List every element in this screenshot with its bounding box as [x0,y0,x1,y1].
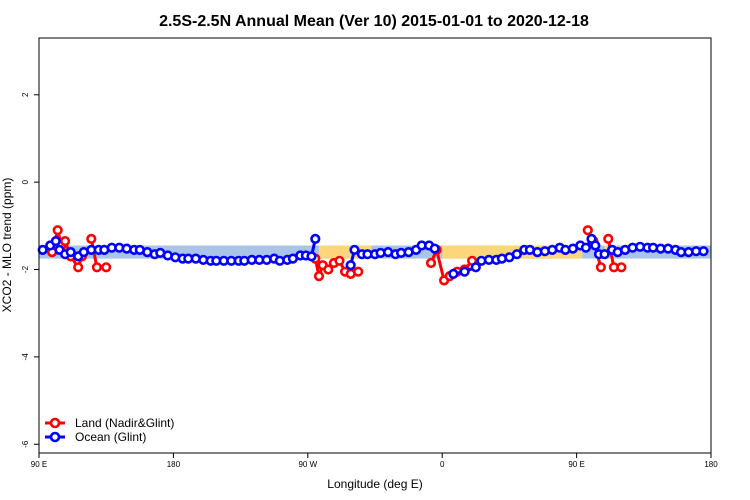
x-axis-label: Longitude (deg E) [327,477,422,491]
y-axis-label: XCO2 - MLO trend (ppm) [0,178,14,313]
ocean-data-point [50,236,61,247]
land-data-point [59,236,71,247]
legend-ocean-marker [49,431,61,443]
land-data-point [313,271,325,282]
ocean-data-point [65,247,76,258]
ocean-data-point [580,242,592,253]
land-data-point [595,262,607,273]
land-data-point [603,233,614,244]
y-tick-label: -4 [21,353,30,361]
x-tick-label: 90 E [31,460,47,469]
ocean-data-point [590,240,601,251]
y-tick-label: -2 [21,265,30,273]
x-tick-label: 90 E [568,460,584,469]
land-data-point [582,225,593,236]
ocean-data-point [459,266,470,277]
x-tick-label: 90 W [298,460,317,469]
ocean-data-point [511,249,523,260]
legend: Land (Nadir&Glint) Ocean (Glint) [45,416,174,444]
land-data-point [353,266,364,277]
land-data-point [91,262,102,273]
ocean-data-point [37,244,48,255]
y-tick-label: 2 [21,92,30,97]
land-data-point [86,233,97,244]
land-data-point [73,262,84,273]
ocean-data-point [698,246,709,257]
x-tick-label: 180 [704,460,718,469]
ocean-data-point [310,233,321,244]
plot-area [37,225,711,286]
land-data-point [616,262,627,273]
land-data-point [425,257,437,269]
land-data-point [101,262,112,273]
ocean-data-point [345,260,356,271]
plot-frame [38,37,712,454]
ocean-data-point [306,251,317,262]
x-tick-label: 180 [167,460,181,469]
ocean-data-point [470,262,481,273]
ocean-data-point [448,268,459,280]
y-tick-label: 0 [21,179,30,184]
ocean-data-point [429,243,440,254]
chart-title: 2.5S-2.5N Annual Mean (Ver 10) 2015-01-0… [159,13,589,30]
legend-land-label: Land (Nadir&Glint) [75,416,174,430]
ocean-data-point [349,244,360,255]
legend-land-marker [49,417,61,429]
ocean-data-point [599,249,610,260]
x-tick-label: 0 [440,460,445,469]
legend-ocean-label: Ocean (Glint) [75,430,146,444]
land-data-point [334,255,345,266]
land-data-point [52,225,63,236]
land-data-point [323,264,334,275]
y-tick-label: -6 [21,440,30,448]
